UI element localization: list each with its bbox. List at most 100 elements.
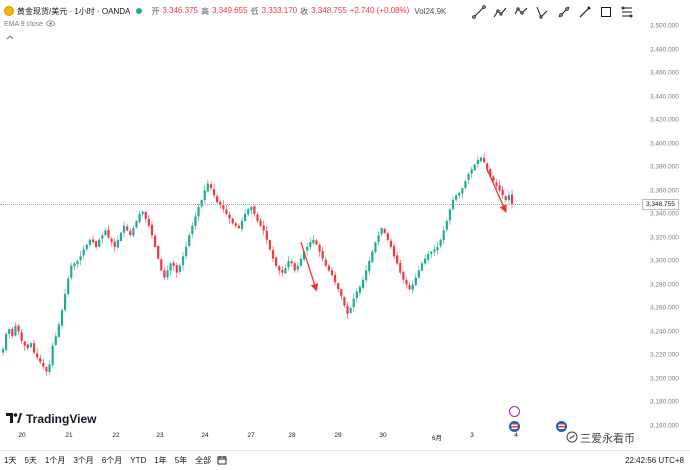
candle-body <box>39 357 42 363</box>
candle-body <box>402 272 405 280</box>
candle-body <box>489 169 492 177</box>
ohlc-values: 开 3,346.375 高 3,349.655 低 3,333.170 收 3,348.… <box>151 6 409 17</box>
candle-body <box>206 183 209 192</box>
candle-body <box>42 362 45 367</box>
price-tick: 3,420.000 <box>650 116 679 124</box>
candle-body <box>29 343 33 347</box>
candle-body <box>262 225 265 231</box>
time-tick: 3 <box>470 432 474 439</box>
range-button-1[interactable]: 5天 <box>24 456 37 465</box>
brush-icon[interactable] <box>576 3 594 21</box>
candle-body <box>458 192 461 196</box>
candle-body <box>82 249 85 256</box>
candle-body <box>399 262 402 273</box>
candle-body <box>408 285 411 290</box>
candle-body <box>250 206 253 211</box>
price-chart[interactable] <box>0 20 640 430</box>
tradingview-logo[interactable]: TradingView <box>6 412 96 426</box>
candle-body <box>392 246 396 257</box>
price-tick: 3,160.000 <box>650 422 679 429</box>
price-tick: 3,240.000 <box>650 328 679 335</box>
candle-body <box>473 164 476 171</box>
candle-body <box>32 343 36 353</box>
range-button-8[interactable]: 全部 <box>195 456 212 465</box>
candle-body <box>122 225 126 233</box>
price-tick: 3,500.000 <box>650 22 679 30</box>
range-button-6[interactable]: 1年 <box>154 456 167 465</box>
price-tick: 3,200.000 <box>650 375 679 382</box>
candle-body <box>240 221 244 230</box>
us-flag-event-icon-2[interactable] <box>556 421 567 432</box>
candle-body <box>486 163 489 170</box>
symbol-title[interactable]: 黄金现货/美元 · 1小时 · OANDA <box>17 6 131 16</box>
range-button-0[interactable]: 1天 <box>4 456 17 465</box>
candle-body <box>178 265 182 272</box>
extended-line-icon[interactable] <box>555 3 573 21</box>
bottom-bar: 1天 5天 1个月 3个月 6个月 YTD 1年 5年 全部 22:42:56 UTC+8 <box>0 450 690 470</box>
logo-text: TradingView <box>26 412 97 426</box>
candle-body <box>278 266 281 271</box>
path-icon[interactable] <box>533 3 551 21</box>
candle-body <box>389 240 393 247</box>
fib-icon[interactable] <box>618 3 636 21</box>
price-tick: 3,480.000 <box>650 46 679 53</box>
candle-body <box>51 345 54 366</box>
candle-body <box>169 263 172 271</box>
candle-body <box>153 235 157 247</box>
candle-body <box>290 261 293 264</box>
price-axis[interactable]: 3,500.000 3,480.000 3,460.000 3,440.000 3,42… <box>640 0 690 430</box>
rectangle-icon[interactable] <box>597 3 615 21</box>
candle-body <box>147 218 150 226</box>
candle-body <box>129 230 132 236</box>
range-button-7[interactable]: 5年 <box>174 456 188 465</box>
candle-body <box>209 184 213 189</box>
candle-body <box>88 239 92 245</box>
candle-body <box>414 277 417 286</box>
candle-body <box>281 270 284 273</box>
candle-body <box>101 235 104 239</box>
candle-body <box>324 259 327 266</box>
eye-icon[interactable] <box>46 20 55 29</box>
candle-body <box>228 214 231 219</box>
candle-body <box>222 205 225 210</box>
us-flag-event-icon[interactable] <box>509 421 520 432</box>
candle-body <box>14 325 17 336</box>
candle-body <box>20 332 23 341</box>
candle-body <box>203 190 206 200</box>
calendar-icon[interactable] <box>217 455 227 467</box>
high-value: 3,349.655 <box>211 5 248 15</box>
candle-body <box>504 196 507 200</box>
candle-body <box>8 329 11 334</box>
candle-body <box>365 270 368 281</box>
candle-body <box>346 305 349 314</box>
range-button-4[interactable]: 6个月 <box>101 456 123 465</box>
candle-body <box>374 242 377 253</box>
candle-body <box>57 324 60 337</box>
clock[interactable]: 22:42:56 UTC+8 <box>625 456 684 465</box>
range-button-5[interactable]: YTD <box>130 456 147 465</box>
trend-line-icon[interactable] <box>470 3 488 21</box>
candle-body <box>132 228 135 236</box>
polyline-icon[interactable] <box>512 3 530 21</box>
price-tick: 3,400.000 <box>650 140 679 147</box>
candle-body <box>427 253 430 260</box>
collapse-legend-button[interactable] <box>6 32 14 42</box>
candle-body <box>302 251 306 260</box>
candle-body <box>482 158 486 163</box>
watermark-text: 三爱永看币 <box>580 433 635 445</box>
lightning-event-icon[interactable] <box>509 406 520 417</box>
candle-body <box>63 293 67 311</box>
time-axis[interactable]: 20 21 22 23 24 27 28 29 30 6月 3 4 <box>0 432 640 446</box>
time-tick: 27 <box>247 432 255 439</box>
candle-body <box>166 270 169 278</box>
range-button-3[interactable]: 3个月 <box>73 456 94 465</box>
candle-body <box>268 240 272 250</box>
candle-body <box>200 199 203 207</box>
indicator-legend[interactable]: EMA 9 close <box>4 20 55 29</box>
ray-icon[interactable] <box>491 3 509 21</box>
arrow-annotation-0 <box>300 242 319 292</box>
candle-body <box>116 239 119 248</box>
candle-body <box>175 265 178 273</box>
time-tick: 23 <box>156 432 164 439</box>
range-button-2[interactable]: 1个月 <box>44 456 66 465</box>
